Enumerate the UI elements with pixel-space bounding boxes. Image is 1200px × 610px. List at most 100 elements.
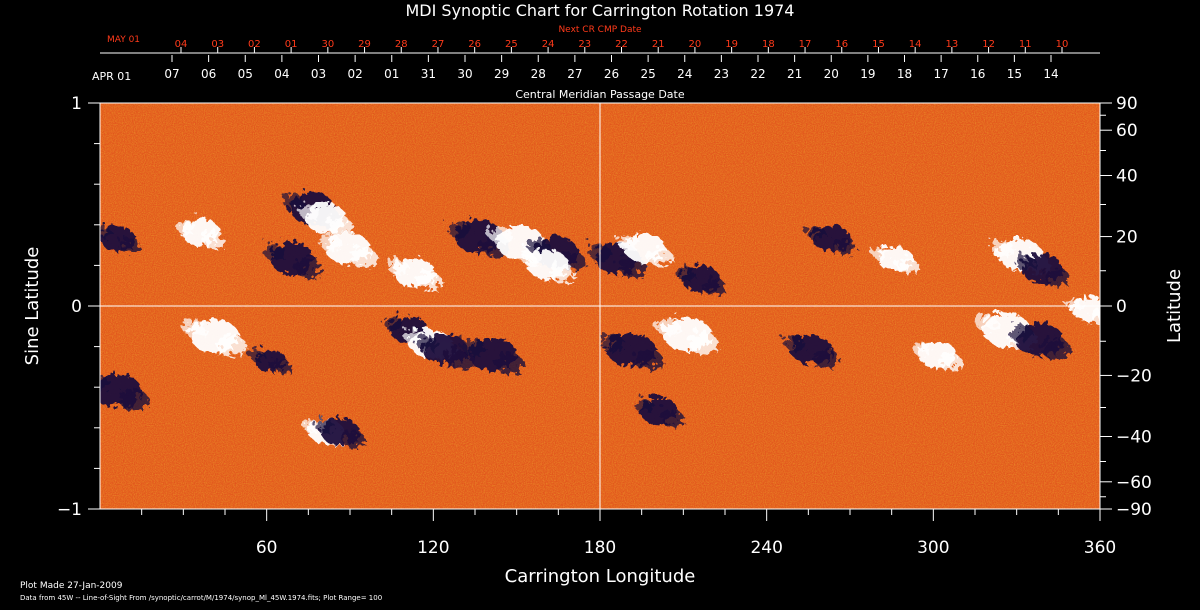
- y-axis-label-right: Latitude: [1164, 269, 1185, 343]
- y-right-tick-label: 60: [1116, 121, 1138, 141]
- region-lobe: [311, 415, 331, 429]
- region-lobe: [971, 310, 996, 328]
- region-positive: [614, 230, 669, 263]
- next-cr-date: 03: [211, 39, 224, 50]
- next-cr-date: 23: [578, 39, 591, 50]
- y-axis-left: 1 0 −1: [57, 94, 100, 520]
- plot-made-note: Plot Made 27-Jan-2009: [20, 581, 123, 591]
- y-right-tick-label: −40: [1116, 427, 1152, 447]
- region-lobe: [829, 233, 853, 252]
- cmp-date: 22: [750, 67, 765, 81]
- region-negative: [259, 239, 319, 275]
- y-right-tick-label: −20: [1116, 366, 1152, 386]
- region-lobe: [100, 223, 109, 236]
- region-lobe: [652, 314, 677, 332]
- region-lobe: [1063, 294, 1081, 307]
- region-lobe: [346, 243, 374, 265]
- cmp-label: Central Meridian Passage Date: [515, 88, 684, 101]
- x-tick-label: 240: [750, 538, 782, 558]
- region-positive: [179, 315, 243, 353]
- region-lobe: [1040, 264, 1066, 284]
- next-cr-date: 17: [799, 39, 812, 50]
- region-negative: [584, 239, 644, 275]
- region-negative: [630, 394, 681, 424]
- region-lobe: [338, 426, 362, 445]
- region-negative: [596, 329, 659, 368]
- region-positive: [517, 246, 572, 280]
- next-cr-date: 21: [652, 39, 665, 50]
- cmp-date: 27: [567, 67, 582, 81]
- region-lobe: [115, 234, 137, 250]
- next-cr-date: 14: [909, 39, 922, 50]
- region-lobe: [643, 244, 669, 263]
- region-lobe: [213, 331, 243, 353]
- x-tick-label: 60: [256, 538, 278, 558]
- region-lobe: [630, 345, 659, 368]
- region-lobe: [987, 236, 1010, 253]
- cmp-date: 04: [274, 67, 289, 81]
- region-positive: [315, 229, 374, 265]
- x-tick-label: 120: [417, 538, 449, 558]
- next-cr-date: 24: [542, 39, 555, 50]
- region-lobe: [100, 372, 107, 388]
- region-lobe: [781, 333, 803, 348]
- cmp-date: 17: [933, 67, 948, 81]
- region-lobe: [699, 274, 723, 292]
- region-positive: [868, 242, 915, 271]
- region-lobe: [810, 345, 836, 365]
- cmp-date: 29: [494, 67, 509, 81]
- next-cr-date: 15: [872, 39, 885, 50]
- x-tick-label: 300: [917, 538, 949, 558]
- region-lobe: [245, 346, 262, 358]
- region-lobe: [685, 329, 715, 351]
- region-lobe: [584, 240, 608, 257]
- next-cr-date: 18: [762, 39, 775, 50]
- region-lobe: [259, 240, 283, 257]
- cmp-date: 25: [640, 67, 655, 81]
- region-negative: [1004, 319, 1068, 357]
- next-cr-label: Next CR CMP Date: [558, 25, 642, 35]
- region-lobe: [324, 213, 350, 233]
- cmp-date: 30: [457, 67, 472, 81]
- x-axis-label: Carrington Longitude: [505, 566, 696, 587]
- next-cr-date: 01: [285, 39, 298, 50]
- y-right-tick-label: 20: [1116, 228, 1138, 248]
- chart-title: MDI Synoptic Chart for Carrington Rotati…: [406, 1, 795, 20]
- cmp-date: 28: [531, 67, 546, 81]
- next-cr-date: 11: [1019, 39, 1032, 50]
- next-cr-date: 12: [982, 39, 995, 50]
- next-cr-date: 25: [505, 39, 518, 50]
- region-lobe: [116, 386, 146, 408]
- region-lobe: [179, 316, 204, 334]
- cmp-date: 07: [164, 67, 179, 81]
- data-source-note: Data from 45W -- Line-of-Sight From /syn…: [20, 594, 382, 602]
- region-negative: [1011, 250, 1066, 284]
- region-negative: [311, 414, 362, 445]
- next-cr-date: 29: [358, 39, 371, 50]
- region-lobe: [485, 223, 510, 241]
- region-lobe: [172, 216, 192, 230]
- region-lobe: [295, 201, 316, 216]
- cmp-date: 24: [677, 67, 692, 81]
- next-cr-date: 26: [468, 39, 481, 50]
- region-lobe: [935, 349, 959, 367]
- region-lobe: [413, 268, 439, 288]
- cmp-date: 01: [384, 67, 399, 81]
- cmp-date: 15: [1007, 67, 1022, 81]
- cmp-date: 06: [201, 67, 216, 81]
- region-lobe: [614, 231, 636, 247]
- region-lobe: [1038, 335, 1068, 357]
- cmp-date: 23: [714, 67, 729, 81]
- region-lobe: [443, 217, 468, 235]
- cmp-date: 31: [421, 67, 436, 81]
- region-lobe: [457, 335, 482, 352]
- region-lobe: [1004, 320, 1029, 338]
- next-cr-date: 13: [946, 39, 959, 50]
- y-right-tick-label: 40: [1116, 167, 1138, 187]
- y-axis-right: 90 60 40 20 0 −20 −40 −60 −90: [1100, 94, 1152, 520]
- y-left-tick-label: −1: [57, 500, 82, 520]
- next-cr-ticks: 04 03 02 01 30 29 28 27 26 25 24 23 22 21 20 19 18 17 16 15…: [175, 39, 1068, 53]
- region-lobe: [672, 263, 692, 277]
- region-lobe: [546, 260, 572, 280]
- region-lobe: [199, 227, 223, 246]
